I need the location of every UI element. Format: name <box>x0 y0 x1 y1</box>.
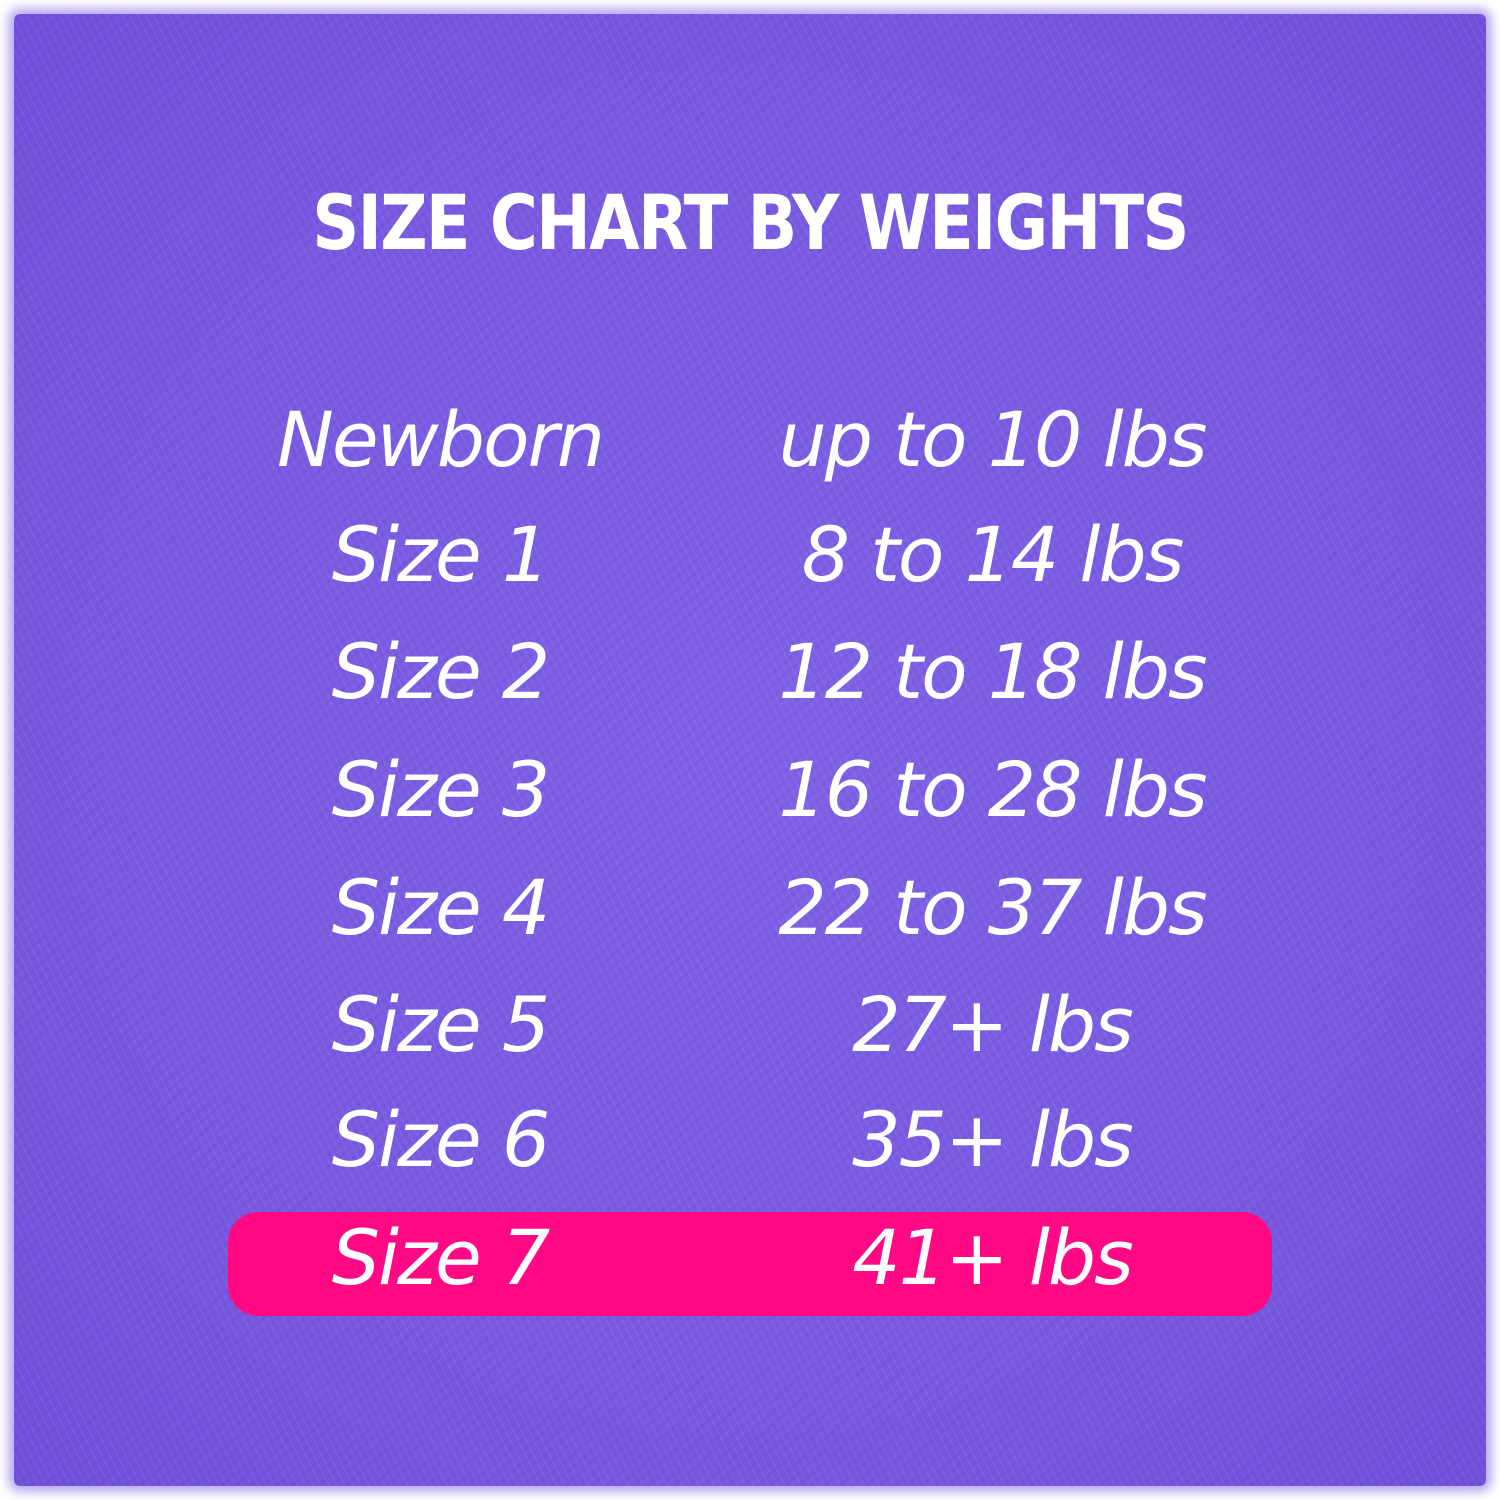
size-label: Size 2 <box>331 627 551 716</box>
size-label: Size 5 <box>331 980 551 1069</box>
table-row: Size 5 27+ lbs <box>0 970 1500 1080</box>
size-label: Size 4 <box>331 863 551 952</box>
weight-range: 27+ lbs <box>852 980 1133 1069</box>
weight-range: 12 to 18 lbs <box>778 627 1207 716</box>
weight-range: 22 to 37 lbs <box>778 863 1207 952</box>
size-label: Size 3 <box>331 745 551 834</box>
table-row: Size 2 12 to 18 lbs <box>0 617 1500 727</box>
size-label: Size 6 <box>331 1095 551 1184</box>
weight-range: 16 to 28 lbs <box>778 745 1207 834</box>
highlight-bar <box>228 1212 1272 1316</box>
size-label: Size 1 <box>331 510 551 599</box>
table-row: Newborn up to 10 lbs <box>0 385 1500 495</box>
weight-range: 41+ lbs <box>852 1213 1133 1302</box>
table-row: Size 6 35+ lbs <box>0 1085 1500 1195</box>
table-row: Size 7 41+ lbs <box>0 1203 1500 1313</box>
size-label: Size 7 <box>331 1213 551 1302</box>
weight-range: 8 to 14 lbs <box>801 510 1185 599</box>
weight-range: up to 10 lbs <box>778 395 1208 484</box>
weight-range: 35+ lbs <box>852 1095 1133 1184</box>
table-row: Size 3 16 to 28 lbs <box>0 735 1500 845</box>
size-label: Newborn <box>277 395 605 484</box>
table-row: Size 4 22 to 37 lbs <box>0 853 1500 963</box>
table-row: Size 1 8 to 14 lbs <box>0 500 1500 610</box>
chart-title: SIZE CHART BY WEIGHTS <box>312 178 1189 267</box>
